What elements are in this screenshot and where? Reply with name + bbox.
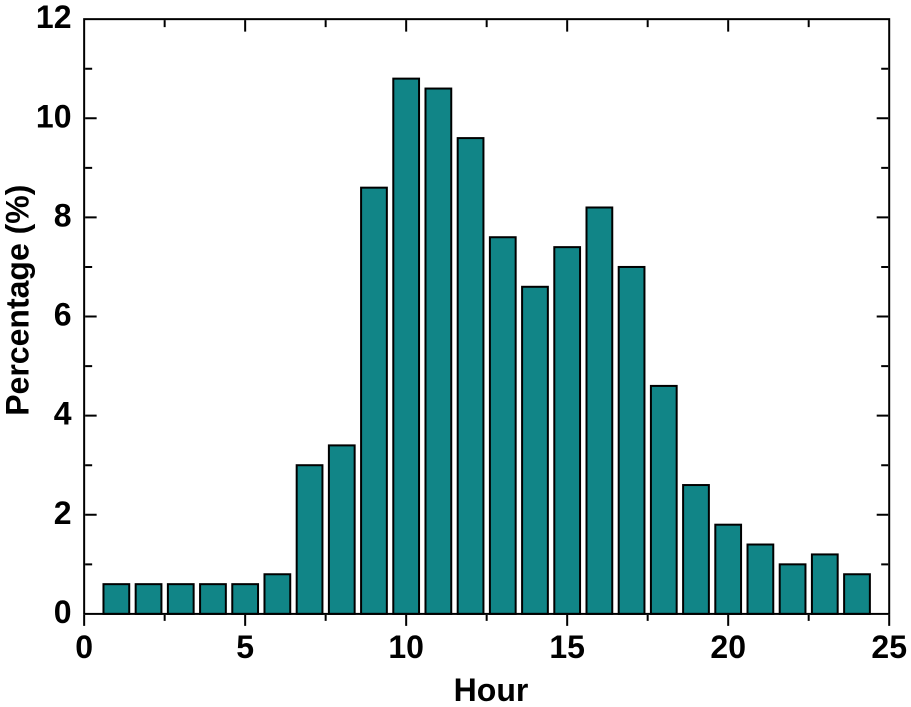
svg-text:6: 6	[54, 297, 72, 333]
svg-text:0: 0	[54, 594, 72, 630]
svg-text:2: 2	[54, 495, 72, 531]
svg-text:5: 5	[236, 629, 254, 665]
svg-text:12: 12	[36, 0, 72, 35]
svg-text:4: 4	[54, 396, 72, 432]
svg-text:Hour: Hour	[454, 672, 529, 707]
svg-text:15: 15	[549, 629, 585, 665]
svg-text:10: 10	[388, 629, 424, 665]
svg-text:8: 8	[54, 197, 72, 233]
svg-text:Percentage (%): Percentage (%)	[0, 185, 36, 416]
svg-text:10: 10	[36, 98, 72, 134]
svg-text:0: 0	[75, 629, 93, 665]
svg-text:20: 20	[710, 629, 746, 665]
svg-text:25: 25	[871, 629, 907, 665]
